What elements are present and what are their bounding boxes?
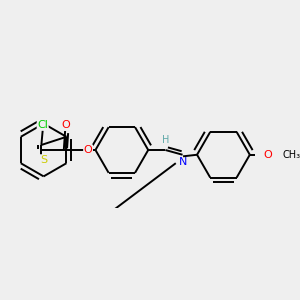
Text: Cl: Cl [37, 120, 48, 130]
Text: O: O [263, 150, 272, 160]
Text: O: O [61, 120, 70, 130]
Text: N: N [179, 157, 187, 167]
Text: H: H [162, 135, 169, 145]
Text: S: S [40, 155, 47, 165]
Text: O: O [84, 145, 92, 155]
Text: CH₃: CH₃ [283, 150, 300, 160]
